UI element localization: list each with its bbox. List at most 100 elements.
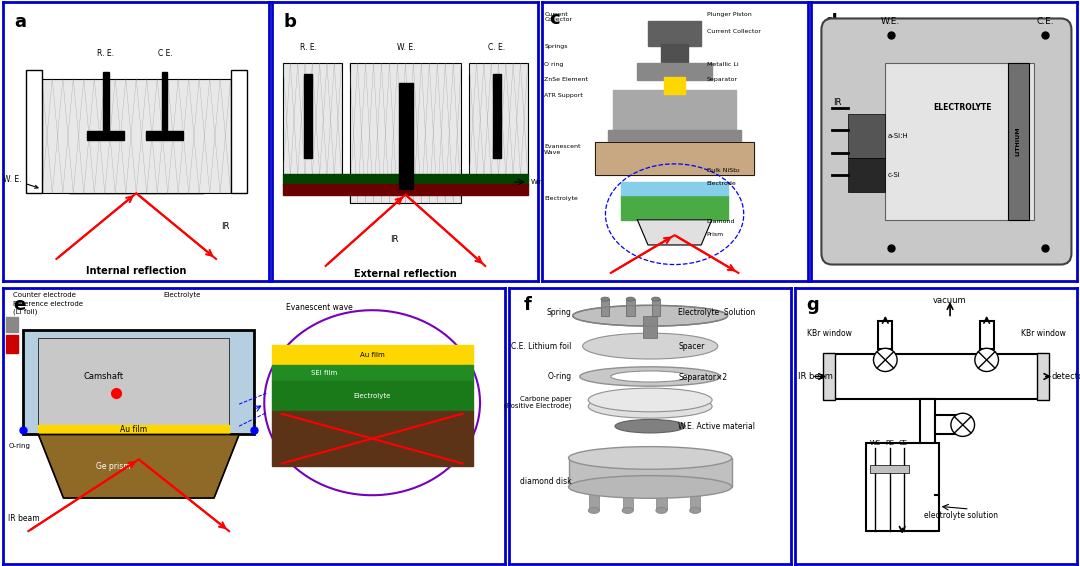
- Ellipse shape: [589, 507, 599, 513]
- Bar: [920, 444, 934, 531]
- Text: Electrolyte: Electrolyte: [544, 196, 578, 201]
- Bar: [643, 316, 658, 338]
- Text: b: b: [283, 13, 296, 31]
- Text: O ring: O ring: [544, 62, 564, 67]
- Bar: [595, 142, 755, 175]
- Text: Camshaft: Camshaft: [83, 372, 124, 381]
- Bar: [1038, 353, 1049, 400]
- Bar: [283, 174, 528, 185]
- Text: IR beam: IR beam: [9, 514, 40, 523]
- Ellipse shape: [600, 297, 609, 301]
- Text: RE: RE: [885, 440, 894, 445]
- Bar: [272, 411, 473, 466]
- Text: Au film: Au film: [360, 352, 384, 358]
- Bar: [568, 458, 732, 487]
- Polygon shape: [39, 435, 239, 498]
- Bar: [848, 114, 886, 158]
- Bar: [865, 443, 939, 531]
- Text: ELECTROLYTE: ELECTROLYTE: [933, 104, 991, 113]
- Bar: [829, 354, 1043, 398]
- Text: Bulk NiSb₂: Bulk NiSb₂: [706, 168, 739, 173]
- Text: Separator: Separator: [706, 78, 738, 83]
- Text: C.E. Lithium foil: C.E. Lithium foil: [511, 342, 571, 350]
- Bar: [589, 487, 599, 511]
- Bar: [26, 70, 42, 193]
- Text: Electrode: Electrode: [706, 181, 737, 186]
- Text: R. E.: R. E.: [97, 49, 114, 58]
- Text: SEI film: SEI film: [311, 370, 338, 376]
- Text: Separator×2: Separator×2: [678, 374, 728, 383]
- Ellipse shape: [568, 447, 732, 469]
- Text: Electrolyte: Electrolyte: [353, 393, 391, 399]
- Text: Evanescent
Wave: Evanescent Wave: [544, 144, 581, 155]
- Bar: [469, 63, 528, 175]
- Bar: [869, 465, 909, 473]
- Bar: [231, 70, 246, 193]
- Text: e: e: [13, 297, 26, 314]
- Ellipse shape: [656, 507, 667, 513]
- Bar: [878, 321, 892, 349]
- Ellipse shape: [572, 306, 728, 326]
- Circle shape: [874, 348, 897, 371]
- Circle shape: [950, 413, 974, 436]
- Text: Metallic Li: Metallic Li: [706, 62, 738, 67]
- Bar: [595, 142, 755, 175]
- Text: Ge prism: Ge prism: [96, 462, 131, 471]
- Bar: [1008, 63, 1029, 220]
- Bar: [651, 299, 660, 316]
- Bar: [272, 380, 473, 411]
- Ellipse shape: [589, 388, 712, 412]
- Bar: [272, 345, 473, 366]
- Text: LITHIUM: LITHIUM: [1016, 127, 1021, 156]
- Text: W.E.: W.E.: [881, 17, 901, 26]
- Text: CE: CE: [899, 440, 908, 445]
- Text: ATR Support: ATR Support: [544, 93, 583, 98]
- Bar: [5, 335, 18, 353]
- Bar: [980, 321, 994, 349]
- Bar: [283, 184, 528, 195]
- Bar: [626, 299, 635, 316]
- Text: Counter electrode: Counter electrode: [13, 292, 77, 298]
- Bar: [664, 77, 685, 94]
- Bar: [608, 130, 741, 142]
- Bar: [622, 487, 633, 511]
- Bar: [350, 63, 461, 203]
- Bar: [103, 71, 109, 136]
- Text: W.E. Active material: W.E. Active material: [678, 422, 755, 431]
- Bar: [661, 44, 688, 66]
- Bar: [146, 131, 183, 140]
- Text: vacuum: vacuum: [933, 297, 967, 306]
- Bar: [600, 299, 609, 316]
- Text: Electrolyte  Solution: Electrolyte Solution: [678, 308, 756, 318]
- Text: IR: IR: [221, 222, 230, 231]
- Text: KBr window: KBr window: [1021, 329, 1065, 338]
- Text: IR: IR: [833, 98, 841, 107]
- Bar: [87, 131, 124, 140]
- Text: WE: WE: [869, 440, 881, 445]
- Text: W. E.: W. E.: [396, 43, 415, 52]
- Bar: [24, 329, 254, 435]
- Ellipse shape: [582, 333, 718, 359]
- Text: O-ring: O-ring: [548, 372, 571, 381]
- Text: Window: Window: [530, 179, 558, 185]
- Bar: [690, 487, 700, 511]
- Bar: [920, 398, 934, 444]
- Text: diamond disk: diamond disk: [519, 477, 571, 486]
- Text: Diamond: Diamond: [706, 218, 735, 224]
- Text: f: f: [524, 297, 531, 314]
- FancyBboxPatch shape: [822, 19, 1071, 264]
- Text: C E.: C E.: [158, 49, 173, 58]
- Text: C. E.: C. E.: [488, 43, 505, 52]
- Ellipse shape: [615, 419, 686, 433]
- Text: a-Si:H: a-Si:H: [888, 133, 908, 139]
- Bar: [39, 338, 229, 429]
- Ellipse shape: [626, 297, 635, 301]
- Text: c: c: [550, 10, 561, 28]
- Bar: [648, 22, 701, 46]
- Bar: [399, 83, 414, 189]
- Text: IR beam: IR beam: [798, 372, 833, 381]
- Bar: [283, 63, 341, 175]
- Text: External reflection: External reflection: [354, 268, 457, 278]
- Ellipse shape: [622, 507, 633, 513]
- Ellipse shape: [589, 395, 712, 418]
